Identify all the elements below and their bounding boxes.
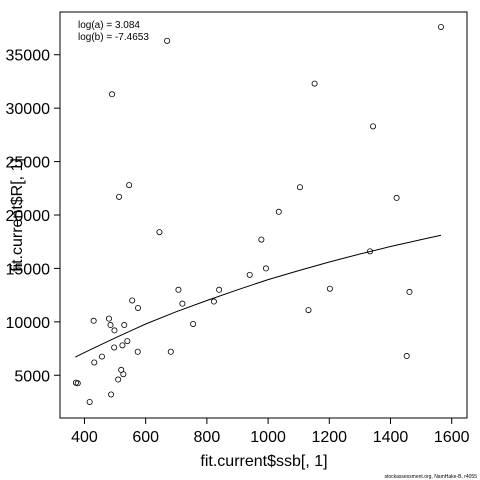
data-point	[121, 322, 128, 329]
data-point	[91, 359, 98, 366]
data-point	[135, 304, 142, 311]
x-axis-title: fit.current$ssb[, 1]	[200, 453, 327, 470]
data-point	[115, 376, 122, 383]
data-point	[120, 371, 127, 378]
data-point	[109, 91, 116, 98]
data-point	[86, 398, 93, 405]
data-point	[393, 194, 400, 201]
x-axis: 400 600 800 1000 1200 1400 1600	[71, 418, 470, 446]
data-point	[167, 348, 174, 355]
data-point	[74, 380, 81, 387]
y-axis: 5000 10000 15000 20000 25000 30000 35000	[6, 48, 60, 385]
data-point	[437, 23, 444, 30]
x-tick-label: 1000	[250, 429, 286, 446]
x-tick-label: 1400	[373, 429, 409, 446]
data-point	[90, 317, 97, 324]
y-tick-label: 5000	[14, 368, 50, 385]
y-tick-label: 25000	[6, 155, 51, 172]
data-point	[311, 80, 318, 87]
plot-frame	[59, 11, 468, 419]
data-point	[108, 391, 115, 398]
x-tick-label: 1200	[311, 429, 347, 446]
data-point	[116, 193, 123, 200]
data-point	[98, 353, 105, 360]
y-axis-title: fit.current$R[, 1]	[9, 158, 26, 272]
data-point	[105, 315, 112, 322]
y-tick-label: 15000	[6, 261, 51, 278]
data-point	[164, 37, 171, 44]
y-tick-label: 35000	[6, 48, 51, 65]
data-points-layer	[72, 23, 444, 405]
credit-text: stockassessment.org, NamHake-B, r4055	[384, 474, 477, 480]
data-point	[210, 298, 217, 305]
data-point	[216, 286, 223, 293]
x-tick-label: 1600	[434, 429, 470, 446]
y-tick-label: 20000	[6, 208, 51, 225]
data-point	[275, 208, 282, 215]
data-point	[403, 353, 410, 360]
y-tick-label: 30000	[6, 101, 51, 118]
data-point	[111, 344, 118, 351]
data-point	[366, 248, 373, 255]
y-tick-label: 10000	[6, 315, 51, 332]
data-point	[305, 307, 312, 314]
data-point	[119, 342, 126, 349]
fit-line-layer	[75, 234, 442, 358]
data-point	[175, 286, 182, 293]
fit-line	[75, 234, 442, 358]
data-point	[406, 288, 413, 295]
data-point	[190, 320, 197, 327]
legend: log(a) = 3.084 log(b) = -7.4653	[78, 20, 149, 43]
x-tick-label: 600	[132, 429, 159, 446]
data-point	[370, 123, 377, 130]
data-point	[179, 300, 186, 307]
data-point	[246, 271, 253, 278]
x-tick-label: 800	[194, 429, 221, 446]
data-point	[129, 297, 136, 304]
data-point	[134, 348, 141, 355]
data-point	[111, 327, 118, 334]
data-point	[156, 229, 163, 236]
data-point	[326, 285, 333, 292]
data-point	[258, 236, 265, 243]
x-tick-label: 400	[71, 429, 98, 446]
data-point	[107, 322, 114, 329]
legend-line-log-b: log(b) = -7.4653	[78, 32, 149, 43]
data-point	[124, 338, 131, 345]
data-point	[126, 182, 133, 189]
data-point	[262, 265, 269, 272]
legend-line-log-a: log(a) = 3.084	[78, 20, 140, 31]
data-point	[296, 184, 303, 191]
